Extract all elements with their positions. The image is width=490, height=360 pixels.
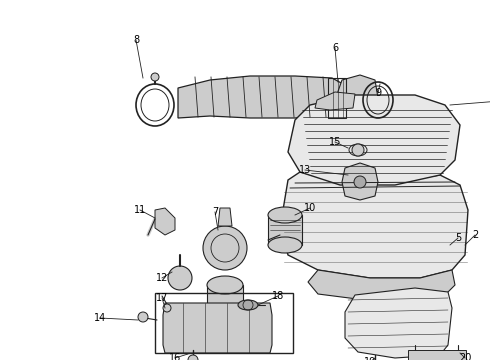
Polygon shape	[335, 75, 378, 120]
Text: 6: 6	[332, 43, 338, 53]
Text: 2: 2	[472, 230, 478, 240]
Circle shape	[352, 144, 364, 156]
Text: 16: 16	[169, 353, 181, 360]
Polygon shape	[178, 76, 345, 118]
Circle shape	[203, 226, 247, 270]
Text: 14: 14	[94, 313, 106, 323]
Polygon shape	[345, 288, 452, 358]
Bar	[408, 350, 466, 360]
Circle shape	[354, 176, 366, 188]
Polygon shape	[155, 208, 175, 235]
Text: 9: 9	[375, 88, 381, 98]
Ellipse shape	[238, 300, 258, 310]
Polygon shape	[288, 95, 460, 185]
Bar	[268, 215, 302, 245]
Circle shape	[163, 304, 171, 312]
Text: 17: 17	[156, 293, 168, 303]
Bar	[207, 285, 243, 313]
Text: 10: 10	[304, 203, 316, 213]
Ellipse shape	[207, 276, 243, 294]
Polygon shape	[163, 303, 272, 353]
Text: 12: 12	[156, 273, 168, 283]
Circle shape	[151, 73, 159, 81]
Circle shape	[168, 266, 192, 290]
Bar	[155, 293, 293, 353]
Ellipse shape	[268, 207, 302, 223]
Ellipse shape	[207, 304, 243, 322]
Ellipse shape	[268, 237, 302, 253]
Text: 18: 18	[272, 291, 284, 301]
Text: 13: 13	[299, 165, 311, 175]
Polygon shape	[342, 163, 378, 200]
Bar	[328, 78, 346, 118]
Polygon shape	[308, 270, 455, 300]
Polygon shape	[315, 92, 355, 110]
Text: 20: 20	[459, 353, 471, 360]
Circle shape	[138, 312, 148, 322]
Text: 15: 15	[329, 137, 341, 147]
Text: 19: 19	[364, 357, 376, 360]
Circle shape	[188, 355, 198, 360]
Text: 5: 5	[455, 233, 461, 243]
Text: 11: 11	[134, 205, 146, 215]
Polygon shape	[218, 208, 232, 226]
Polygon shape	[280, 172, 468, 278]
Text: 8: 8	[133, 35, 139, 45]
Text: 7: 7	[212, 207, 218, 217]
